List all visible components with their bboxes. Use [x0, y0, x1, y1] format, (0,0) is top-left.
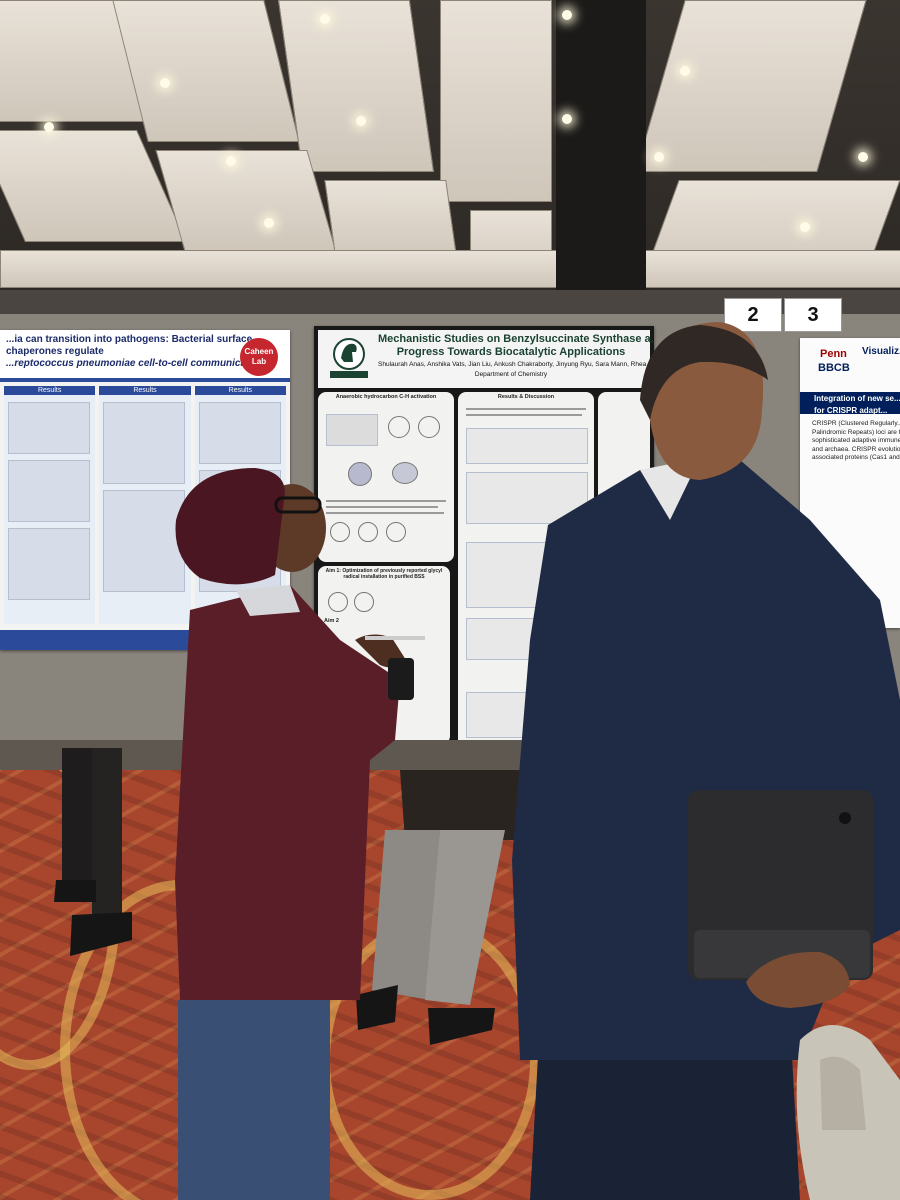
poster-figure	[8, 402, 90, 454]
section-heading: Aim 2	[324, 618, 339, 624]
poster-center-authors: Shulaurah Anas, Anshika Vats, Jian Liu, …	[378, 361, 654, 368]
section-heading: Anaerobic hydrocarbon C-H activation	[335, 394, 437, 400]
penn-logo: Penn	[820, 348, 847, 360]
booth-number-3: 3	[784, 298, 842, 332]
ceiling-light	[264, 218, 274, 228]
ceiling-light	[226, 156, 236, 166]
poster-figure	[8, 460, 90, 522]
poster-left-title-line2: ...reptococcus pneumoniae cell-to-cell c…	[6, 358, 265, 369]
text-line	[326, 500, 446, 502]
poster-center-header: Mechanistic Studies on Benzylsuccinate S…	[318, 330, 654, 388]
ceiling-light	[320, 14, 330, 24]
ceiling	[0, 0, 900, 300]
poster-section-activation: Anaerobic hydrocarbon C-H activation	[318, 392, 454, 562]
section-heading: Aim 1: Optimization of previously report…	[325, 568, 443, 580]
ceiling-light	[356, 116, 366, 126]
poster-left-title-line1: ...ia can transition into pathogens: Bac…	[6, 334, 253, 357]
poster-left-column: Results	[4, 386, 96, 624]
poster-figure	[103, 490, 186, 592]
ceiling-light	[858, 152, 868, 162]
body-line: sophisticated adaptive immune	[812, 437, 900, 444]
poster-left-header: ...ia can transition into pathogens: Bac…	[0, 330, 290, 382]
presenter-woman	[175, 468, 425, 1200]
text-line	[466, 414, 582, 416]
body-line: CRISPR (Clustered Regularly...	[812, 420, 900, 427]
poster-center-title-line1: Mechanistic Studies on Benzylsuccinate S…	[378, 333, 654, 345]
poster-figure	[8, 528, 90, 600]
background-person-center	[356, 770, 528, 1045]
poster-right-band-line2: for CRISPR adapt...	[814, 406, 888, 415]
poster-figure	[326, 414, 378, 446]
poster-right-title: Visualiz...	[862, 346, 900, 357]
poster-center-department: Department of Chemistry	[474, 371, 548, 378]
text-line	[326, 512, 444, 514]
poster-right-band-line1: Integration of new se...	[814, 394, 900, 403]
ceiling-panel	[440, 0, 552, 202]
molecule-ring	[330, 522, 350, 542]
ceiling-beam	[556, 0, 646, 290]
body-line: associated proteins (Cas1 and...	[812, 454, 900, 461]
section-heading: Results & Discussion	[497, 394, 555, 400]
poster-right-title-band: Integration of new se... for CRISPR adap…	[800, 392, 900, 415]
ceiling-panel	[0, 250, 900, 288]
ceiling-light	[800, 222, 810, 232]
man-in-suit	[512, 322, 900, 1200]
molecule-ring	[358, 522, 378, 542]
background-person-left	[54, 748, 132, 956]
column-header: Results	[194, 386, 286, 395]
msu-spartan-logo	[330, 338, 368, 378]
backpack	[796, 1025, 900, 1200]
poster-right-body: CRISPR (Clustered Regularly... Palindrom…	[812, 420, 900, 463]
ceiling-light	[680, 66, 690, 76]
column-header: Results	[4, 386, 96, 395]
text-line	[466, 408, 586, 410]
body-line: Palindromic Repeats) loci are t...	[812, 428, 900, 436]
body-line: and archaea. CRISPR evolution	[812, 445, 900, 453]
column-header: Results	[99, 386, 191, 395]
ceiling-light	[562, 114, 572, 124]
poster-figure	[466, 428, 588, 464]
text-line	[326, 506, 438, 508]
poster-left-column: Results	[99, 386, 191, 624]
molecule-ring	[328, 592, 348, 612]
molecule-ring	[386, 522, 406, 542]
protein-structure	[348, 462, 372, 486]
ceiling-light	[44, 122, 54, 132]
protein-structure	[392, 462, 418, 484]
molecule-ring	[418, 416, 440, 438]
bbcb-logo: BBCB	[818, 362, 850, 374]
poster-figure	[103, 402, 186, 484]
molecule-ring	[354, 592, 374, 612]
poster-figure	[198, 402, 281, 464]
lab-logo: Caheen Lab	[240, 338, 278, 376]
poster-center-title-line2: Progress Towards Biocatalytic Applicatio…	[396, 346, 626, 358]
molecule-ring	[388, 416, 410, 438]
ceiling-light	[160, 78, 170, 88]
ceiling-light	[562, 10, 572, 20]
ceiling-light	[654, 152, 664, 162]
